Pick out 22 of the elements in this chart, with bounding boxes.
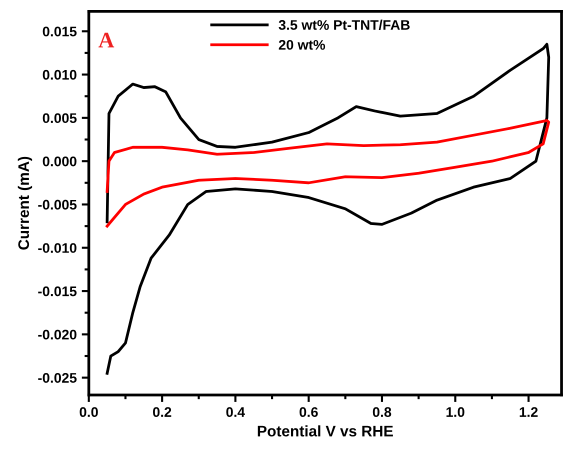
y-tick-label: -0.010 <box>38 243 76 253</box>
y-tick-label: 0.010 <box>42 70 76 80</box>
line-series <box>106 119 550 228</box>
y-tick-label: 0.000 <box>42 156 76 166</box>
x-tick-label: 0.6 <box>300 407 318 417</box>
annotation: A <box>98 32 114 48</box>
x-tick-label: 0.0 <box>80 407 98 417</box>
y-tick-label: 0.015 <box>42 26 77 36</box>
legend-label: 20 wt% <box>278 40 326 50</box>
y-axis-title: Current (mA) <box>18 156 32 250</box>
y-tick-label: 0.005 <box>42 113 77 124</box>
y-tick-label: -0.005 <box>38 200 77 210</box>
x-tick-label: 0.2 <box>153 407 172 417</box>
y-tick-label: -0.020 <box>38 330 76 340</box>
x-tick-label: 0.8 <box>372 407 392 417</box>
y-tick-label: -0.015 <box>38 286 77 296</box>
y-tick-label: -0.025 <box>38 372 77 383</box>
x-tick-label: 1.0 <box>446 407 464 417</box>
x-tick-label: 0.4 <box>226 407 245 417</box>
x-tick-label: 1.2 <box>520 407 538 417</box>
x-axis-title: Potential V vs RHE <box>258 425 393 437</box>
legend-label: 3.5 wt% Pt-TNT/FAB <box>278 20 410 30</box>
